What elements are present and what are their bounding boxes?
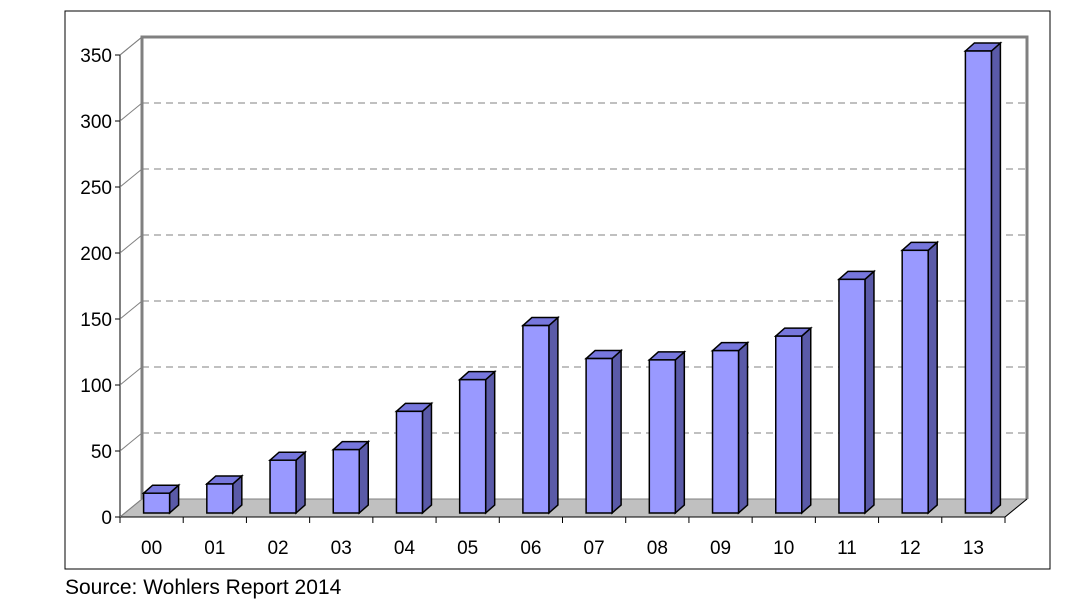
bar-side [358, 439, 369, 515]
y-tick-diagonal [119, 300, 143, 320]
bar-side [674, 350, 686, 515]
bar-front [269, 459, 297, 514]
x-tick-label: 03 [331, 538, 352, 559]
y-tick-label: 250 [80, 178, 112, 199]
back-wall [142, 37, 1027, 499]
x-tick-label: 08 [647, 538, 668, 559]
bar-front [332, 448, 360, 514]
y-tick-diagonal [119, 498, 143, 518]
wall-frame [140, 35, 1029, 499]
y-tick-label: 50 [91, 442, 112, 463]
x-tick-label: 00 [141, 538, 162, 559]
y-tick-diagonal [119, 234, 143, 254]
bar-front [458, 378, 487, 514]
y-tick-label: 350 [80, 46, 112, 67]
bar [394, 401, 434, 515]
bar-front [648, 359, 677, 514]
x-tick-label: 01 [204, 538, 225, 559]
bar [331, 439, 371, 515]
y-tick-label: 200 [80, 244, 112, 265]
y-tick-diagonal [119, 168, 143, 188]
bar [268, 450, 308, 515]
x-tick-label: 11 [837, 538, 857, 559]
x-tick-label: 04 [394, 538, 416, 559]
x-tick-label: 07 [584, 538, 605, 559]
y-tick-label: 150 [80, 310, 112, 331]
bars [141, 41, 1003, 515]
bar [457, 370, 497, 515]
x-tick-label: 10 [773, 538, 794, 559]
bar-front [838, 278, 866, 514]
bar-front [395, 410, 424, 514]
bar-side [864, 269, 875, 515]
bar [963, 41, 1003, 515]
x-tick-label: 12 [900, 538, 921, 559]
floor-plane [118, 498, 1029, 518]
y-tick-label: 100 [80, 376, 112, 397]
bar [836, 269, 876, 515]
y-tick-diagonal [119, 36, 143, 56]
bar [141, 483, 181, 515]
y-tick-label: 300 [80, 112, 112, 133]
bar-front [206, 483, 234, 514]
x-axis-ticks: 00 01 02 03 04 05 06 07 08 09 10 11 12 13 [119, 517, 1006, 559]
chart-floor [118, 498, 1029, 518]
chart-walls [142, 37, 1027, 499]
x-tick-label: 05 [457, 538, 478, 559]
source-note: Source: Wohlers Report 2014 [65, 576, 342, 599]
y-tick-label: 0 [101, 508, 112, 529]
bar [647, 350, 687, 515]
bar-side [421, 401, 433, 515]
bar-side [801, 326, 812, 515]
bar [710, 340, 750, 515]
x-tick-label: 02 [267, 538, 288, 559]
bar-side [548, 315, 559, 515]
bar-side [484, 370, 496, 515]
gridlines [142, 102, 1027, 434]
y-tick-diagonal [119, 366, 143, 386]
bar [584, 348, 624, 515]
bar-side [990, 41, 1002, 515]
x-tick-label: 06 [520, 538, 541, 559]
bar-front [964, 50, 993, 514]
y-tick-diagonal [119, 102, 143, 122]
bar [204, 474, 244, 515]
bar [900, 240, 940, 515]
x-tick-label: 13 [963, 538, 984, 559]
bar-front [142, 492, 171, 514]
y-axis-ticks: 0 50 100 150 200 250 300 350 [80, 36, 143, 529]
x-tick-label: 09 [710, 538, 731, 559]
bar [773, 326, 813, 515]
bar-side [927, 240, 938, 515]
floor-edge [1004, 498, 1028, 518]
bar-front [711, 349, 740, 514]
bar-front [775, 335, 803, 514]
bar-front [585, 357, 613, 514]
bar-side [295, 450, 306, 515]
bar [520, 315, 560, 515]
bar-front [522, 324, 550, 514]
bar-side [737, 340, 749, 515]
bar-side [611, 348, 622, 515]
bar-front [901, 249, 929, 514]
y-tick-diagonal [119, 432, 143, 452]
